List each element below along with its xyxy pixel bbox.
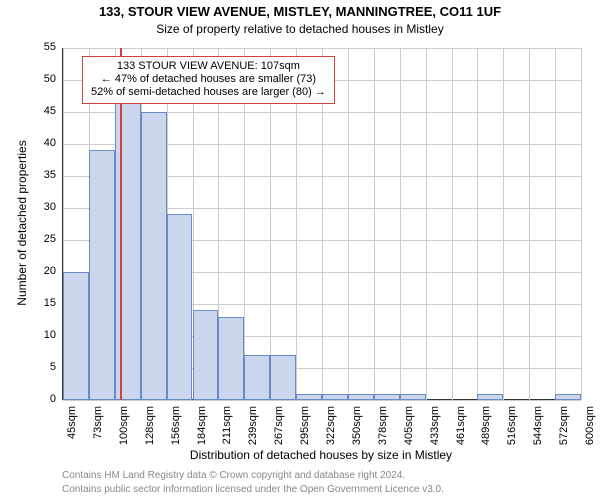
y-tick-label: 40 [26,137,56,149]
histogram-bar [322,394,348,400]
histogram-bar [218,317,244,400]
grid-line-v [348,48,349,400]
y-tick-label: 10 [26,329,56,341]
histogram-bar [477,394,503,400]
x-tick-label: 516sqm [506,406,518,456]
x-tick-label: 350sqm [351,406,363,456]
y-axis-label: Number of detached properties [15,123,29,323]
y-tick-label: 55 [26,41,56,53]
y-tick-label: 5 [26,361,56,373]
annotation-box: 133 STOUR VIEW AVENUE: 107sqm ← 47% of d… [82,56,335,104]
x-tick-label: 45sqm [66,406,78,456]
x-tick-label: 489sqm [480,406,492,456]
histogram-bar [348,394,374,400]
x-tick-label: 239sqm [247,406,259,456]
chart-title-main: 133, STOUR VIEW AVENUE, MISTLEY, MANNING… [0,4,600,19]
histogram-bar [167,214,193,400]
footer-line-1: Contains HM Land Registry data © Crown c… [62,470,405,481]
x-axis-label: Distribution of detached houses by size … [62,448,580,462]
grid-line-v [581,48,582,400]
y-tick-label: 45 [26,105,56,117]
histogram-bar [89,150,115,400]
grid-line-v [503,48,504,400]
y-tick-label: 35 [26,169,56,181]
x-tick-label: 405sqm [403,406,415,456]
annotation-line-1: 133 STOUR VIEW AVENUE: 107sqm [91,60,326,73]
y-tick-label: 20 [26,265,56,277]
x-tick-label: 378sqm [377,406,389,456]
y-tick-label: 15 [26,297,56,309]
histogram-bar [270,355,296,400]
y-tick-label: 0 [26,393,56,405]
x-tick-label: 544sqm [532,406,544,456]
grid-line-v [452,48,453,400]
x-tick-label: 100sqm [118,406,130,456]
histogram-bar [296,394,322,400]
histogram-bar [374,394,400,400]
x-tick-label: 211sqm [221,406,233,456]
x-tick-label: 461sqm [455,406,467,456]
grid-line-h [63,400,581,401]
x-tick-label: 600sqm [584,406,596,456]
annotation-line-2: ← 47% of detached houses are smaller (73… [91,73,326,86]
grid-line-v [374,48,375,400]
x-tick-label: 73sqm [92,406,104,456]
histogram-bar [400,394,426,400]
histogram-bar [63,272,89,400]
grid-line-v [477,48,478,400]
histogram-bar [555,394,581,400]
x-tick-label: 128sqm [144,406,156,456]
x-tick-label: 572sqm [558,406,570,456]
y-tick-label: 25 [26,233,56,245]
grid-line-v [555,48,556,400]
x-tick-label: 184sqm [196,406,208,456]
footer-line-2: Contains public sector information licen… [62,484,444,495]
histogram-bar [244,355,270,400]
y-tick-label: 30 [26,201,56,213]
y-tick-label: 50 [26,73,56,85]
x-tick-label: 322sqm [325,406,337,456]
x-tick-label: 433sqm [429,406,441,456]
x-tick-label: 295sqm [299,406,311,456]
grid-line-v [426,48,427,400]
x-tick-label: 156sqm [170,406,182,456]
histogram-bar [141,112,167,400]
histogram-bar [193,310,219,400]
chart-title-sub: Size of property relative to detached ho… [0,22,600,36]
x-tick-label: 267sqm [273,406,285,456]
histogram-bar [115,80,141,400]
grid-line-v [400,48,401,400]
annotation-line-3: 52% of semi-detached houses are larger (… [91,86,326,99]
grid-line-v [529,48,530,400]
